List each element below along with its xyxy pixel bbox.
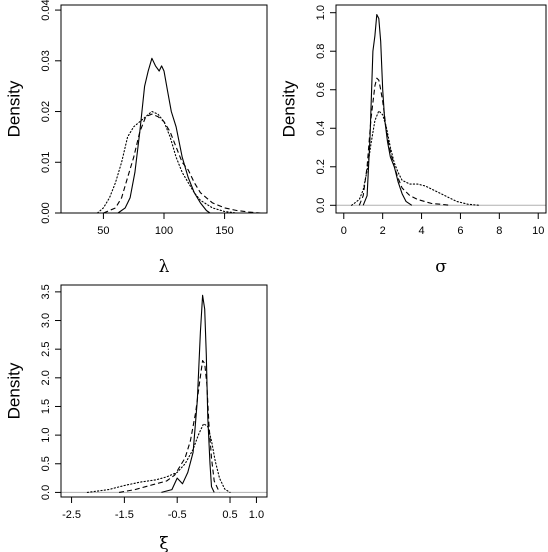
lambda-density-panel: 50 100 150 0.00 0.01 0.02 0.03 0.04 λ Density xyxy=(5,0,268,277)
sigma-x-axis-label: σ xyxy=(435,257,447,277)
sigma-x-tick-label: 8 xyxy=(496,225,502,237)
sigma-y-tick-label: 0.4 xyxy=(315,121,327,136)
xi-plot-frame xyxy=(60,284,268,498)
xi-x-tick-label: 0.5 xyxy=(222,509,237,521)
xi-density-panel: -2.5 -1.5 -0.5 0.5 1.0 0.0 0.5 1.0 1.5 2.0 2.5 3.0 3… xyxy=(5,284,268,552)
sigma-x-tick-label: 10 xyxy=(532,225,544,237)
sigma-series-dashed xyxy=(358,77,451,206)
sigma-y-tick-label: 0.2 xyxy=(315,159,327,174)
lambda-y-tick-label: 0.00 xyxy=(40,202,52,223)
sigma-series-dotted xyxy=(351,110,481,206)
sigma-x-tick-label: 4 xyxy=(418,225,424,237)
xi-y-tick-label: 0.0 xyxy=(40,485,52,500)
sigma-plot-frame xyxy=(335,4,547,214)
sigma-y-tick-label: 0.8 xyxy=(315,44,327,59)
xi-y-tick-label: 1.5 xyxy=(40,399,52,414)
sigma-y-axis-label: Density xyxy=(280,80,299,137)
lambda-plot-frame xyxy=(60,4,268,214)
xi-x-tick-label: -1.5 xyxy=(115,509,134,521)
sigma-x-tick-label: 2 xyxy=(380,225,386,237)
xi-series-solid xyxy=(161,294,215,493)
xi-x-tick-label: 1.0 xyxy=(249,509,264,521)
lambda-series-dotted xyxy=(96,110,238,214)
sigma-x-tick-label: 0 xyxy=(341,225,347,237)
xi-x-tick-label: -2.5 xyxy=(62,509,81,521)
xi-y-tick-label: 2.5 xyxy=(40,342,52,357)
xi-x-tick-label: -0.5 xyxy=(168,509,187,521)
lambda-y-tick-label: 0.03 xyxy=(40,50,52,71)
xi-y-tick-label: 3.5 xyxy=(40,284,52,299)
xi-y-tick-label: 1.0 xyxy=(40,427,52,442)
lambda-x-axis-label: λ xyxy=(159,257,170,277)
xi-y-tick-label: 2.0 xyxy=(40,370,52,385)
lambda-x-tick-label: 50 xyxy=(97,225,109,237)
lambda-series-dashed xyxy=(103,113,261,214)
lambda-y-axis-label: Density xyxy=(5,80,24,137)
sigma-series-solid xyxy=(362,14,413,206)
xi-y-axis-label: Density xyxy=(5,362,24,419)
lambda-x-tick-label: 150 xyxy=(215,225,233,237)
xi-y-tick-label: 0.5 xyxy=(40,456,52,471)
sigma-density-panel: 0 2 4 6 8 10 0.0 0.2 0.4 0.6 0.8 1.0 σ Density xyxy=(280,4,547,277)
lambda-x-tick-label: 100 xyxy=(155,225,173,237)
xi-y-tick-label: 3.0 xyxy=(40,313,52,328)
xi-series-dashed xyxy=(119,360,220,493)
lambda-y-tick-label: 0.01 xyxy=(40,152,52,173)
lambda-series-solid xyxy=(117,57,211,214)
lambda-y-tick-label: 0.04 xyxy=(40,0,52,21)
xi-x-axis-label: ξ xyxy=(159,534,168,552)
sigma-y-tick-label: 0.0 xyxy=(315,198,327,213)
sigma-y-tick-label: 1.0 xyxy=(315,5,327,20)
lambda-y-tick-label: 0.02 xyxy=(40,101,52,122)
xi-series-dotted xyxy=(86,423,231,493)
sigma-x-tick-label: 6 xyxy=(457,225,463,237)
sigma-y-tick-label: 0.6 xyxy=(315,82,327,97)
